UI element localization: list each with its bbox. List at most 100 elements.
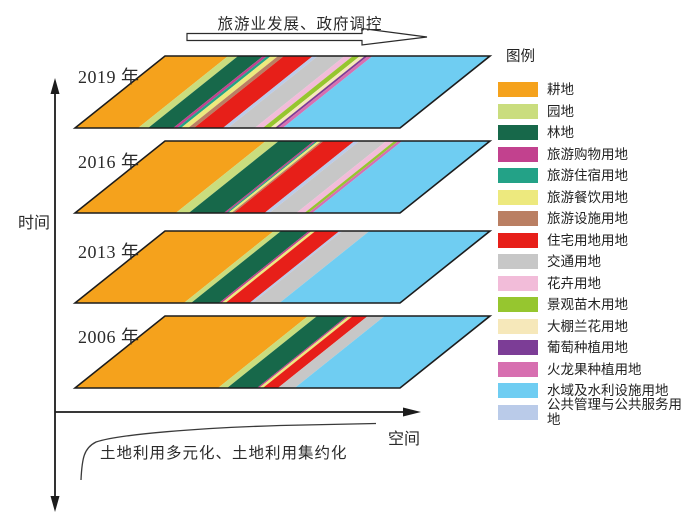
stripe-farmland: [75, 141, 266, 213]
stripe-forest: [148, 56, 264, 128]
legend-item: 葡萄种植用地: [498, 340, 691, 355]
layer-outline: [72, 140, 493, 214]
stripe-farmland: [75, 316, 308, 388]
stripe-tourism_dining: [180, 56, 279, 128]
legend-item: 旅游住宿用地: [498, 168, 691, 183]
legend-swatch-public_service: [498, 404, 538, 420]
stripe-tourism_facility: [188, 56, 284, 128]
stripe-transport: [252, 231, 370, 303]
legend-item-label: 旅游餐饮用地: [547, 189, 628, 205]
legend-item: 林地: [498, 125, 691, 140]
legend-swatch-greenhouse_orchid: [498, 318, 538, 334]
curve-annotation: 土地利用多元化、土地利用集约化: [100, 445, 348, 462]
legend-swatch-flower: [498, 275, 538, 291]
layer-outline: [72, 315, 493, 389]
legend-item: 花卉用地: [498, 275, 691, 291]
stripe-dragonfruit: [277, 56, 373, 128]
stripe-tourism_dining: [228, 141, 322, 213]
legend-item-label: 耕地: [547, 82, 574, 97]
legend-item-label: 公共管理与公共服务用地: [547, 397, 682, 427]
time-axis: [50, 78, 60, 512]
stripe-garden: [175, 141, 279, 213]
stripe-tourism_shopping: [257, 316, 349, 388]
stripe-garden: [138, 56, 239, 128]
stripe-tourism_shopping: [218, 231, 312, 303]
stripe-transport: [227, 56, 345, 128]
legend-item: 交通用地: [498, 254, 691, 269]
stripe-farmland: [75, 56, 229, 128]
legend-item-label: 景观苗木用地: [547, 297, 628, 312]
layer-outline: [72, 55, 493, 129]
stripe-tourism_dining: [221, 231, 316, 303]
stripe-tourism_facility: [231, 141, 324, 213]
stripe-flower: [296, 141, 395, 213]
stripe-public_service: [264, 141, 360, 213]
legend-item: 公共管理与公共服务用地: [498, 397, 691, 427]
legend-item-label: 林地: [547, 125, 574, 140]
space-axis: [55, 407, 421, 417]
top-hollow-arrow: [186, 27, 428, 46]
stripe-tourism_shopping: [173, 56, 268, 128]
layer-2006: [72, 315, 493, 389]
stripe-public_service: [249, 231, 343, 303]
legend-item: 耕地: [498, 82, 691, 97]
legend-swatch-nursery: [498, 297, 538, 312]
year-label-2016: 2016 年: [78, 152, 140, 172]
legend-swatch-transport: [498, 254, 538, 269]
stripe-forest: [188, 141, 314, 213]
legend-item-label: 葡萄种植用地: [547, 340, 628, 355]
legend-swatch-farmland: [498, 82, 538, 97]
stripe-water: [279, 231, 490, 303]
stripe-garden: [183, 231, 282, 303]
layer-2013: [72, 230, 493, 304]
legend-swatch-water: [498, 383, 538, 398]
legend-item: 园地: [498, 103, 691, 119]
space-axis-label: 空间: [388, 431, 421, 448]
stripe-tourism_shopping: [223, 141, 317, 213]
stripe-flower: [254, 56, 353, 128]
layer-2019: [72, 55, 493, 129]
stripe-forest: [227, 316, 347, 388]
stripe-water: [294, 316, 490, 388]
legend-item: 旅游购物用地: [498, 146, 691, 162]
legend-item-label: 交通用地: [547, 254, 601, 269]
stripe-farmland: [75, 231, 274, 303]
stripe-forest: [191, 231, 309, 303]
legend-swatch-forest: [498, 125, 538, 140]
stripe-residential: [233, 141, 355, 213]
stripe-water: [312, 141, 490, 213]
legend-item-label: 旅游住宿用地: [547, 168, 628, 183]
legend-swatch-tourism_facility: [498, 211, 538, 226]
legend-item-label: 园地: [547, 103, 574, 119]
stripe-tourism_lodging: [226, 141, 319, 213]
legend-item-label: 花卉用地: [547, 275, 601, 291]
legend-item: 火龙果种植用地: [498, 361, 691, 377]
legend-swatch-tourism_shopping: [498, 146, 538, 162]
stripe-transport: [269, 141, 387, 213]
legend-swatch-garden: [498, 103, 538, 119]
legend-item: 旅游餐饮用地: [498, 189, 691, 205]
layer-2016: [72, 140, 493, 214]
year-layers: [72, 55, 493, 389]
legend-item: 大棚兰花用地: [498, 318, 691, 334]
stripe-residential: [225, 231, 340, 303]
legend-item: 旅游设施用地: [498, 211, 691, 226]
stripe-residential: [193, 56, 313, 128]
legend-swatch-tourism_dining: [498, 189, 538, 205]
legend-item-label: 水域及水利设施用地: [547, 383, 669, 398]
stripe-nursery: [304, 141, 399, 213]
legend-item-label: 住宅用地用地: [547, 232, 628, 248]
legend-swatch-grape: [498, 340, 538, 355]
year-label-2019: 2019 年: [78, 67, 140, 87]
trend-curve: [80, 422, 377, 481]
legend-item-label: 旅游购物用地: [547, 146, 628, 162]
legend-item: 住宅用地用地: [498, 232, 691, 248]
stripe-grape: [274, 56, 368, 128]
stripe-nursery: [262, 56, 360, 128]
legend-swatch-residential: [498, 232, 538, 248]
year-label-2013: 2013 年: [78, 242, 140, 262]
time-axis-label: 时间: [18, 215, 51, 232]
stripe-greenhouse_orchid: [270, 56, 365, 128]
legend-title: 图例: [506, 49, 535, 65]
